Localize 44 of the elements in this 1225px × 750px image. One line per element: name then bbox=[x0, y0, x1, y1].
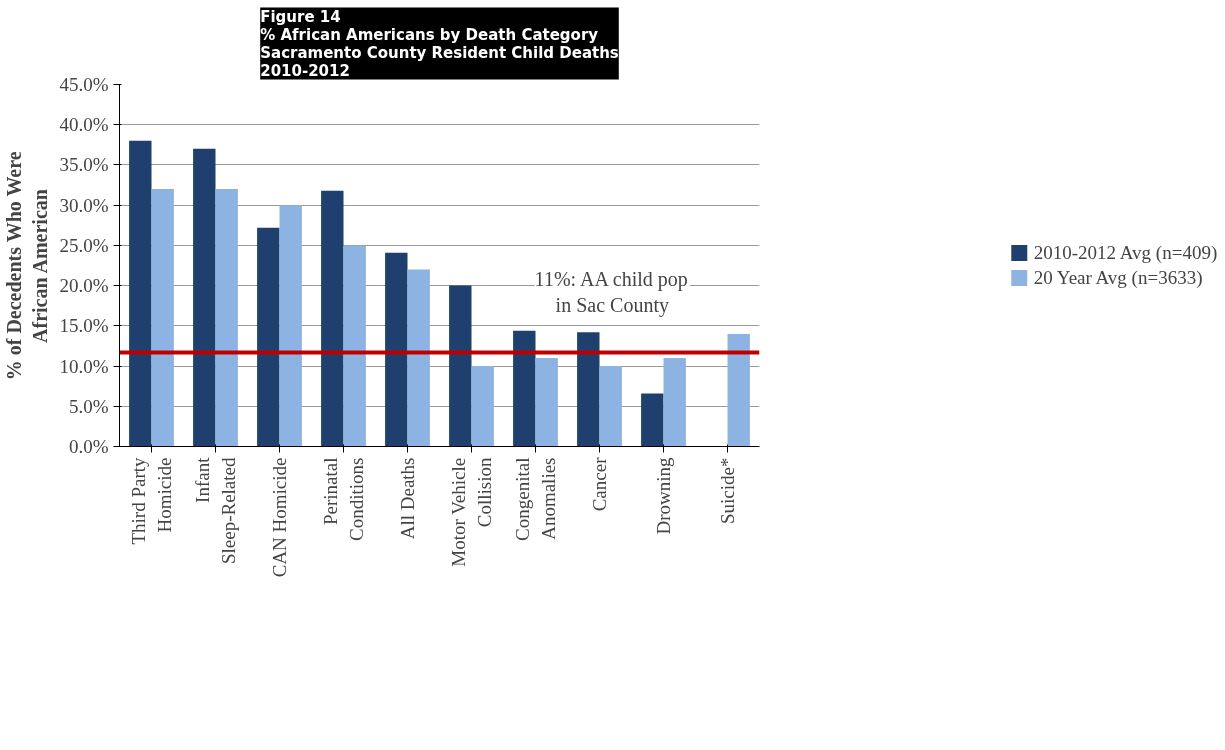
bar bbox=[449, 285, 472, 447]
y-tick-label: 20.0% bbox=[59, 275, 109, 297]
x-tick-label: Cancer bbox=[589, 456, 610, 512]
x-tick-label: Drowning bbox=[653, 457, 674, 535]
bar bbox=[385, 252, 408, 447]
bar bbox=[343, 245, 366, 447]
x-tick-label: Motor Vehicle Collision bbox=[448, 457, 495, 567]
bar bbox=[663, 358, 686, 447]
legend-label: 20 Year Avg (n=3633) bbox=[1033, 266, 1203, 289]
y-tick-label: 40.0% bbox=[59, 114, 109, 136]
y-tick-label: 35.0% bbox=[59, 154, 109, 176]
x-tick-label: Suicide* bbox=[717, 457, 738, 524]
y-tick-label: 45.0% bbox=[59, 74, 109, 95]
bar bbox=[471, 366, 494, 447]
bar bbox=[407, 269, 430, 447]
y-tick-label: 15.0% bbox=[59, 315, 109, 337]
y-tick-label: 0.0% bbox=[68, 436, 109, 457]
x-tick-label: Infant Sleep-Related bbox=[192, 456, 239, 565]
bar bbox=[321, 190, 344, 447]
bar bbox=[599, 366, 622, 447]
y-axis-title: % of Decedents Who Were African American bbox=[3, 151, 52, 381]
bar bbox=[193, 148, 216, 447]
x-tick-label: Perinatal Conditions bbox=[320, 457, 367, 541]
bar bbox=[513, 330, 536, 447]
ref-line-label: 11%: AA child pop in Sac County bbox=[534, 267, 688, 318]
bar bbox=[257, 227, 280, 447]
y-tick-label: 5.0% bbox=[68, 395, 109, 417]
y-tick-label: 30.0% bbox=[59, 194, 109, 216]
x-tick-label: Congenital Anomalies bbox=[512, 457, 559, 541]
bar bbox=[641, 393, 664, 447]
bar bbox=[279, 205, 302, 447]
bar bbox=[129, 140, 152, 447]
x-tick-label: All Deaths bbox=[397, 457, 418, 540]
y-tick-label: 10.0% bbox=[59, 355, 109, 377]
bar bbox=[727, 333, 750, 447]
x-tick-label: CAN Homicide bbox=[269, 457, 290, 578]
legend-label: 2010-2012 Avg (n=409) bbox=[1033, 241, 1218, 264]
bar bbox=[215, 189, 238, 447]
bar bbox=[151, 189, 174, 447]
x-tick-label: Third Party Homicide bbox=[128, 457, 175, 545]
bar bbox=[577, 332, 600, 447]
chart-title: Figure 14 % African Americans by Death Category Sacramento County Resident Child Deaths 2010-2012 bbox=[260, 7, 619, 80]
y-tick-label: 25.0% bbox=[59, 234, 109, 256]
bar bbox=[535, 358, 558, 447]
